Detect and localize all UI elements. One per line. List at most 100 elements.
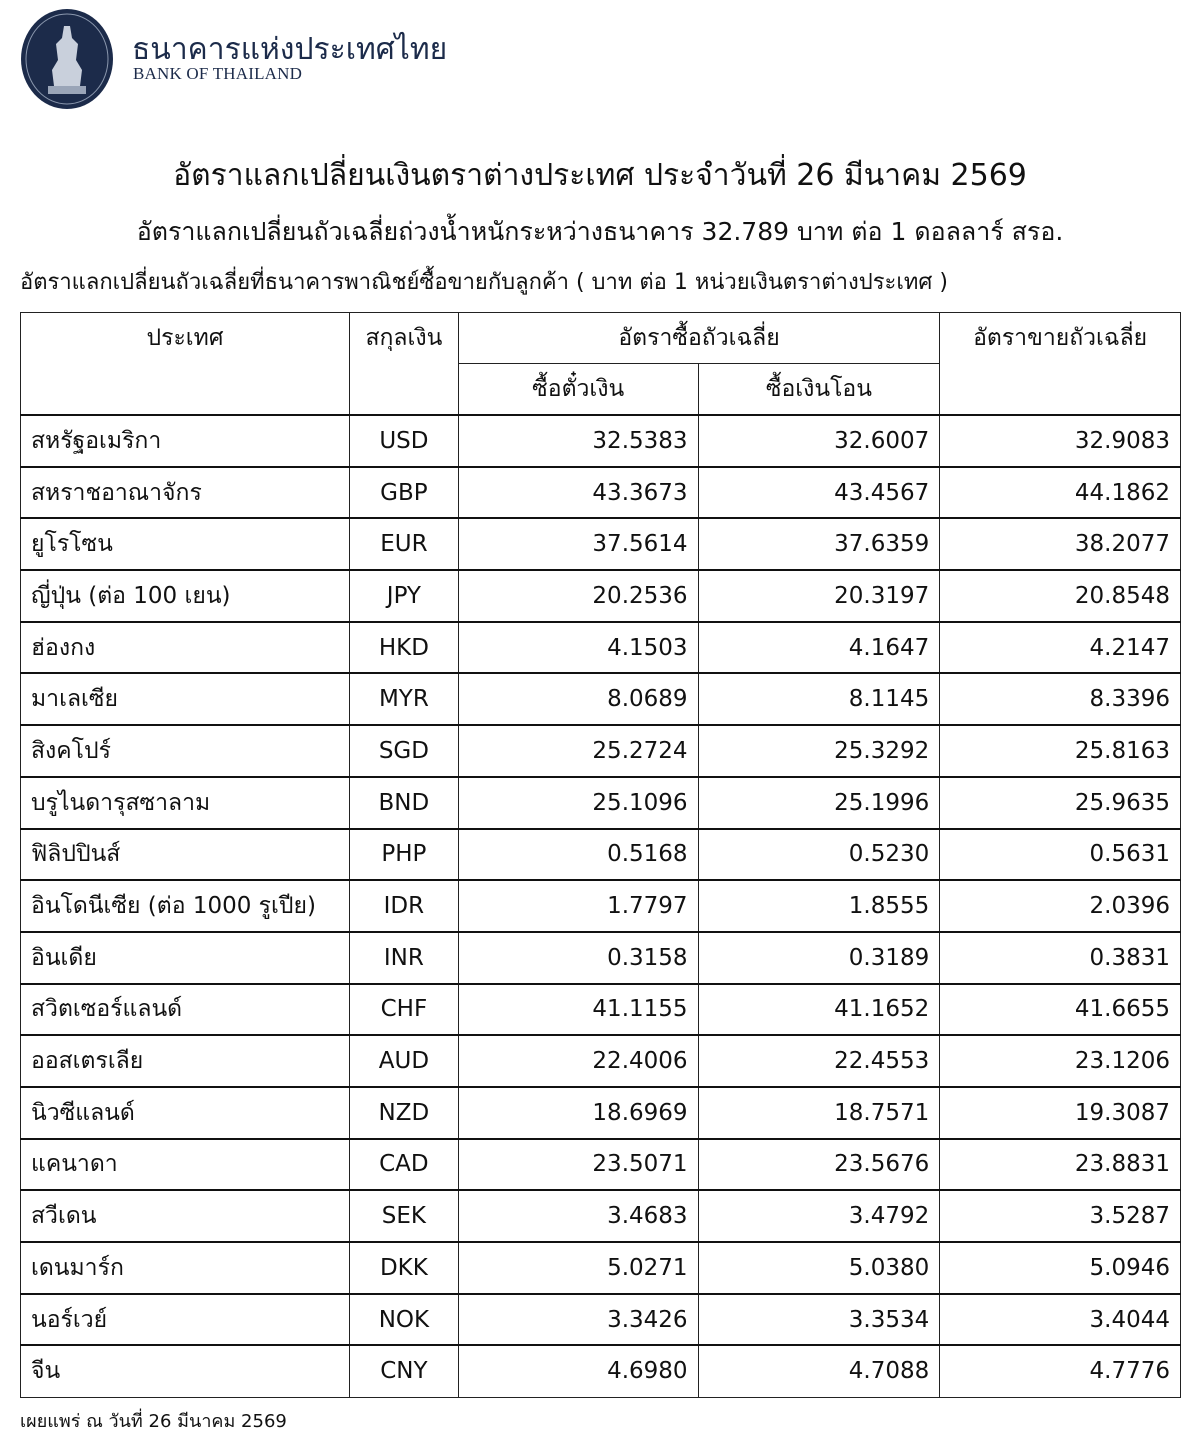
buying-sight-cell: 3.4683 bbox=[457, 1189, 699, 1243]
table-row: สวีเดน SEK 3.4683 3.4792 3.5287 bbox=[20, 1189, 1181, 1243]
buying-sight-cell: 0.3158 bbox=[457, 930, 699, 985]
selling-cell: 19.3087 bbox=[939, 1085, 1181, 1140]
country-cell: อินโดนีเซีย (ต่อ 1000 รูเปีย) bbox=[20, 879, 350, 933]
bank-name-thai: ธนาคารแห่งประเทศไทย bbox=[132, 32, 448, 67]
currency-code-cell: INR bbox=[348, 930, 459, 985]
currency-code-cell: NOK bbox=[348, 1292, 459, 1346]
selling-cell: 23.8831 bbox=[939, 1137, 1181, 1191]
currency-code-cell: JPY bbox=[348, 569, 459, 623]
buying-sight-cell: 20.2536 bbox=[457, 569, 699, 623]
table-row: สวิตเซอร์แลนด์ CHF 41.1155 41.1652 41.6655 bbox=[20, 982, 1181, 1036]
buying-transfer-cell: 4.1647 bbox=[697, 620, 941, 674]
currency-code-cell: DKK bbox=[348, 1241, 459, 1295]
table-row: นอร์เวย์ NOK 3.3426 3.3534 3.4044 bbox=[20, 1292, 1181, 1346]
buying-sight-cell: 25.2724 bbox=[457, 724, 699, 778]
currency-code-cell: SGD bbox=[348, 724, 459, 778]
buying-sight-cell: 4.1503 bbox=[457, 620, 699, 674]
country-cell: สหราชอาณาจักร bbox=[20, 465, 350, 519]
table-row: ออสเตรเลีย AUD 22.4006 22.4553 23.1206 bbox=[20, 1034, 1181, 1088]
country-cell: นิวซีแลนด์ bbox=[20, 1085, 350, 1140]
country-cell: จีน bbox=[20, 1344, 350, 1398]
selling-cell: 5.0946 bbox=[939, 1241, 1181, 1295]
bank-name-english: BANK OF THAILAND bbox=[133, 64, 303, 83]
selling-cell: 20.8548 bbox=[939, 569, 1181, 623]
exchange-rate-table: ประเทศ สกุลเงิน อัตราซื้อถัวเฉลี่ย อัตรา… bbox=[20, 312, 1181, 1398]
currency-code-cell: CHF bbox=[348, 982, 459, 1036]
selling-cell: 0.3831 bbox=[939, 930, 1181, 985]
selling-cell: 25.9635 bbox=[939, 775, 1181, 829]
country-cell: สิงคโปร์ bbox=[20, 724, 350, 778]
selling-cell: 38.2077 bbox=[939, 517, 1181, 571]
header-buying-transfer: ซื้อเงินโอน bbox=[697, 363, 941, 416]
table-row: สหราชอาณาจักร GBP 43.3673 43.4567 44.1862 bbox=[20, 465, 1181, 519]
selling-cell: 3.4044 bbox=[939, 1292, 1181, 1346]
buying-transfer-cell: 43.4567 bbox=[697, 465, 941, 519]
currency-code-cell: CNY bbox=[348, 1344, 459, 1398]
buying-transfer-cell: 8.1145 bbox=[697, 672, 941, 726]
country-cell: สวีเดน bbox=[20, 1189, 350, 1243]
header-buying: อัตราซื้อถัวเฉลี่ย bbox=[457, 312, 941, 364]
buying-sight-cell: 22.4006 bbox=[457, 1034, 699, 1088]
buying-sight-cell: 1.7797 bbox=[457, 879, 699, 933]
buying-transfer-cell: 37.6359 bbox=[697, 517, 941, 571]
table-row: อินโดนีเซีย (ต่อ 1000 รูเปีย) IDR 1.7797 1.… bbox=[20, 879, 1181, 933]
buying-transfer-cell: 0.3189 bbox=[697, 930, 941, 985]
country-cell: ฟิลิปปินส์ bbox=[20, 827, 350, 881]
buying-sight-cell: 41.1155 bbox=[457, 982, 699, 1036]
currency-code-cell: PHP bbox=[348, 827, 459, 881]
table-row: ฟิลิปปินส์ PHP 0.5168 0.5230 0.5631 bbox=[20, 827, 1181, 881]
selling-cell: 25.8163 bbox=[939, 724, 1181, 778]
table-row: อินเดีย INR 0.3158 0.3189 0.3831 bbox=[20, 930, 1181, 985]
selling-cell: 32.9083 bbox=[939, 414, 1181, 468]
country-cell: แคนาดา bbox=[20, 1137, 350, 1191]
table-row: จีน CNY 4.6980 4.7088 4.7776 bbox=[20, 1344, 1181, 1398]
country-cell: สหรัฐอเมริกา bbox=[20, 414, 350, 468]
table-row: ญี่ปุ่น (ต่อ 100 เยน) JPY 20.2536 20.3197 20… bbox=[20, 569, 1181, 623]
table-row: ฮ่องกง HKD 4.1503 4.1647 4.2147 bbox=[20, 620, 1181, 674]
buying-sight-cell: 37.5614 bbox=[457, 517, 699, 571]
buying-sight-cell: 4.6980 bbox=[457, 1344, 699, 1398]
selling-cell: 0.5631 bbox=[939, 827, 1181, 881]
buying-sight-cell: 18.6969 bbox=[457, 1085, 699, 1140]
buying-transfer-cell: 0.5230 bbox=[697, 827, 941, 881]
currency-code-cell: IDR bbox=[348, 879, 459, 933]
table-row: แคนาดา CAD 23.5071 23.5676 23.8831 bbox=[20, 1137, 1181, 1191]
buying-transfer-cell: 22.4553 bbox=[697, 1034, 941, 1088]
buying-transfer-cell: 18.7571 bbox=[697, 1085, 941, 1140]
buying-sight-cell: 25.1096 bbox=[457, 775, 699, 829]
buying-transfer-cell: 1.8555 bbox=[697, 879, 941, 933]
header-currency: สกุลเงิน bbox=[348, 312, 459, 416]
buying-sight-cell: 5.0271 bbox=[457, 1241, 699, 1295]
buying-transfer-cell: 4.7088 bbox=[697, 1344, 941, 1398]
selling-cell: 4.7776 bbox=[939, 1344, 1181, 1398]
buying-sight-cell: 43.3673 bbox=[457, 465, 699, 519]
header-selling: อัตราขายถัวเฉลี่ย bbox=[939, 312, 1181, 416]
selling-cell: 41.6655 bbox=[939, 982, 1181, 1036]
country-cell: สวิตเซอร์แลนด์ bbox=[20, 982, 350, 1036]
table-row: ยูโรโซน EUR 37.5614 37.6359 38.2077 bbox=[20, 517, 1181, 571]
table-row: เดนมาร์ก DKK 5.0271 5.0380 5.0946 bbox=[20, 1241, 1181, 1295]
country-cell: นอร์เวย์ bbox=[20, 1292, 350, 1346]
buying-sight-cell: 32.5383 bbox=[457, 414, 699, 468]
table-row: มาเลเซีย MYR 8.0689 8.1145 8.3396 bbox=[20, 672, 1181, 726]
country-cell: ออสเตรเลีย bbox=[20, 1034, 350, 1088]
buying-transfer-cell: 20.3197 bbox=[697, 569, 941, 623]
buying-transfer-cell: 3.4792 bbox=[697, 1189, 941, 1243]
country-cell: ยูโรโซน bbox=[20, 517, 350, 571]
selling-cell: 4.2147 bbox=[939, 620, 1181, 674]
page-title: อัตราแลกเปลี่ยนเงินตราต่างประเทศ ประจำวั… bbox=[173, 158, 1027, 193]
country-cell: มาเลเซีย bbox=[20, 672, 350, 726]
buying-sight-cell: 0.5168 bbox=[457, 827, 699, 881]
currency-code-cell: HKD bbox=[348, 620, 459, 674]
selling-cell: 23.1206 bbox=[939, 1034, 1181, 1088]
table-row: สิงคโปร์ SGD 25.2724 25.3292 25.8163 bbox=[20, 724, 1181, 778]
currency-code-cell: GBP bbox=[348, 465, 459, 519]
buying-sight-cell: 3.3426 bbox=[457, 1292, 699, 1346]
currency-code-cell: MYR bbox=[348, 672, 459, 726]
buying-transfer-cell: 32.6007 bbox=[697, 414, 941, 468]
currency-code-cell: EUR bbox=[348, 517, 459, 571]
buying-transfer-cell: 41.1652 bbox=[697, 982, 941, 1036]
buying-transfer-cell: 3.3534 bbox=[697, 1292, 941, 1346]
header-country: ประเทศ bbox=[20, 312, 350, 416]
buying-transfer-cell: 25.3292 bbox=[697, 724, 941, 778]
